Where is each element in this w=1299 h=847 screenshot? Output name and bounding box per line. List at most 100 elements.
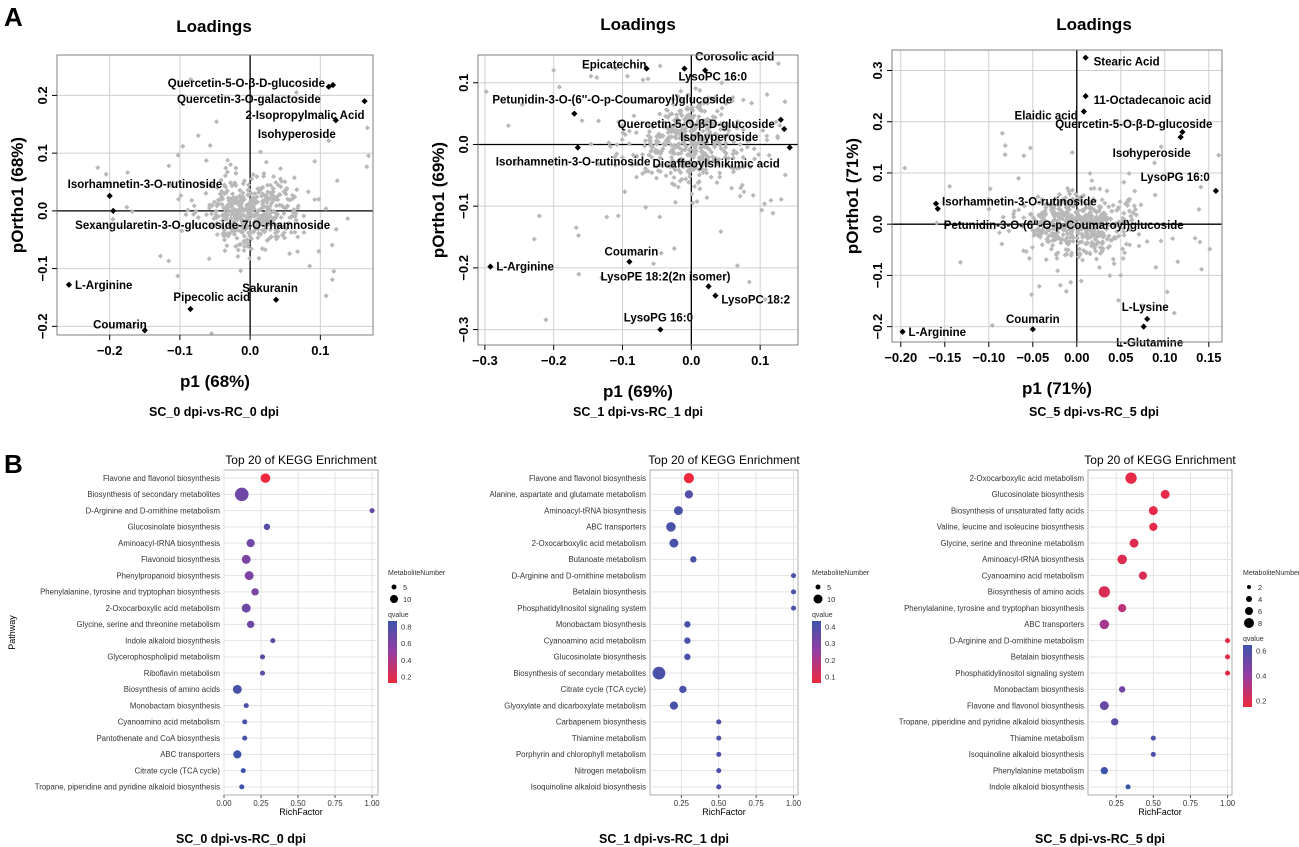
point-label: Corosolic acid <box>695 51 774 63</box>
plot-frame <box>1087 469 1233 796</box>
y-tick-label: −0.1 <box>456 193 471 219</box>
background-point <box>1077 251 1083 257</box>
point-label: L-Glutamine <box>1116 338 1183 350</box>
x-tick-label: −0.3 <box>472 353 498 368</box>
background-point <box>1075 195 1081 201</box>
background-point <box>118 182 124 189</box>
background-point <box>1121 217 1128 223</box>
background-point <box>698 155 704 161</box>
x-tick-label: 1.00 <box>786 799 802 808</box>
legend-size-dot <box>1245 607 1253 615</box>
pathway-dot <box>251 588 259 596</box>
background-point <box>240 190 246 196</box>
y-tick-label: −0.2 <box>35 314 50 340</box>
background-point <box>231 231 237 237</box>
legend-color-tick: 0.4 <box>825 623 835 632</box>
background-point <box>323 293 329 299</box>
background-point <box>1040 219 1046 225</box>
background-point <box>209 222 215 228</box>
background-point <box>1158 238 1164 244</box>
background-point <box>175 273 181 279</box>
pathway-dot <box>232 684 242 694</box>
background-point <box>624 73 630 79</box>
legend-size-title: MetaboliteNumber <box>812 570 870 577</box>
background-point <box>1062 218 1069 224</box>
background-point <box>239 218 245 224</box>
background-point <box>223 184 229 190</box>
background-point <box>1079 257 1086 263</box>
background-point <box>642 143 648 149</box>
background-point <box>744 144 750 150</box>
pathway-label: ABC transporters <box>160 750 220 759</box>
background-point <box>1029 244 1036 250</box>
legend-size-label: 6 <box>1258 607 1262 616</box>
background-point <box>681 136 687 142</box>
background-point <box>237 193 243 199</box>
pathway-dot <box>673 506 683 516</box>
background-point <box>191 203 197 209</box>
background-point <box>288 229 294 235</box>
background-point <box>1101 210 1107 216</box>
pathway-label: Biosynthesis of amino acids <box>124 685 220 694</box>
background-point <box>175 152 181 158</box>
background-point <box>1055 229 1061 235</box>
pathway-dot <box>652 666 666 680</box>
point-label: 11-Octadecanoic acid <box>1094 95 1212 107</box>
point-label: Coumarin <box>93 319 147 331</box>
background-point <box>669 158 675 164</box>
pathway-label: Glycine, serine and threonine metabolism <box>77 620 220 629</box>
background-point <box>718 145 724 152</box>
pathway-label: Phenylalanine, tyrosine and tryptophan b… <box>40 588 220 597</box>
background-point <box>1055 268 1061 274</box>
y-tick-label: 0.1 <box>456 74 471 92</box>
x-tick-label: 0.05 <box>1108 350 1133 365</box>
background-point <box>1023 249 1029 255</box>
point-label: 2-Isopropylmalic Acid <box>245 110 364 122</box>
background-point <box>188 76 194 82</box>
background-point <box>1069 213 1075 219</box>
background-point <box>1060 199 1066 205</box>
background-point <box>213 208 219 214</box>
background-point <box>1109 208 1115 214</box>
legend-size-label: 10 <box>827 595 835 604</box>
legend-size-dot <box>1247 585 1251 589</box>
x-tick-label: 0.50 <box>1146 799 1162 808</box>
background-point <box>281 230 287 236</box>
background-point <box>691 167 697 173</box>
background-point <box>626 141 632 147</box>
background-point <box>1074 221 1080 227</box>
background-point <box>595 118 602 124</box>
background-point <box>1087 201 1094 207</box>
pathway-dot <box>242 735 248 741</box>
x-tick-label: 0.1 <box>751 353 769 368</box>
background-point <box>658 250 664 256</box>
background-point <box>1039 196 1045 202</box>
background-point <box>1106 233 1112 239</box>
background-point <box>1035 194 1041 200</box>
pathway-dot <box>259 654 266 660</box>
background-point <box>604 214 610 220</box>
x-tick-label: 0.10 <box>1152 350 1177 365</box>
labeled-point <box>705 283 712 290</box>
background-point <box>221 227 228 233</box>
background-point <box>207 183 213 189</box>
background-point <box>1097 250 1103 256</box>
y-axis-label: Pathway <box>7 615 17 650</box>
background-point <box>1125 198 1131 204</box>
background-point <box>1123 241 1129 247</box>
background-point <box>225 157 231 163</box>
background-point <box>739 147 745 153</box>
background-point <box>257 187 263 193</box>
point-label: Dicaffeoylshikimic acid <box>653 159 780 171</box>
pathway-dot <box>1118 686 1126 693</box>
pathway-label: Carbapenem biosynthesis <box>556 718 646 727</box>
background-point <box>1121 210 1127 216</box>
pathway-dot <box>684 637 691 644</box>
background-point <box>1128 217 1134 223</box>
background-point <box>1032 218 1038 224</box>
background-point <box>266 221 272 227</box>
background-point <box>1120 225 1126 231</box>
legend-size-dot <box>390 595 398 603</box>
background-point <box>678 88 684 94</box>
background-point <box>168 182 174 188</box>
